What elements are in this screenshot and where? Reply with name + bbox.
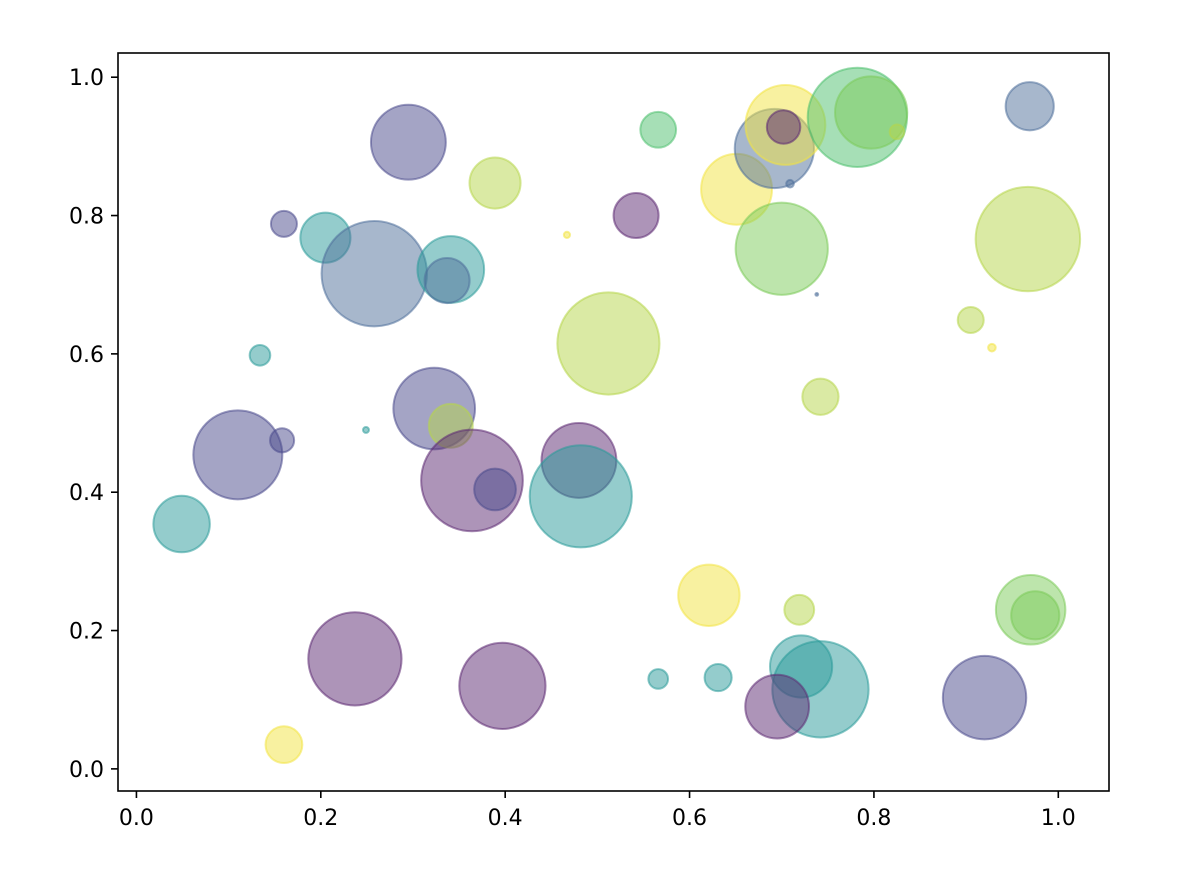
- scatter-point-36: [734, 201, 829, 296]
- scatter-point-19: [562, 230, 572, 240]
- x-tick-label-0: 0.0: [119, 806, 154, 831]
- scatter-point-6: [248, 343, 272, 367]
- scatter-point-38: [801, 377, 840, 416]
- y-tick-label-2: 0.4: [69, 481, 104, 506]
- x-axis: 0.0 0.2 0.4 0.6 0.8 1.0: [119, 791, 1076, 831]
- y-tick-label-3: 0.6: [69, 343, 104, 368]
- scatter-point-18: [556, 291, 661, 396]
- scatter-point-20: [612, 192, 660, 240]
- scatter-point-37: [814, 291, 820, 297]
- plot-frame: [117, 52, 1110, 792]
- scatter-point-10: [192, 409, 284, 501]
- y-tick-label-1: 0.2: [69, 620, 104, 645]
- scatter-point-27: [677, 563, 741, 627]
- scatter-point-15: [152, 494, 211, 554]
- y-tick-label-4: 0.8: [69, 205, 104, 230]
- scatter-point-7: [468, 156, 522, 210]
- scatter-point-49: [941, 654, 1028, 741]
- scatter-point-21: [639, 110, 678, 149]
- scatter-point-44: [974, 185, 1082, 293]
- x-tick-label-2: 0.4: [488, 806, 523, 831]
- x-tick-label-3: 0.6: [672, 806, 707, 831]
- x-tick-label-1: 0.2: [303, 806, 338, 831]
- scatter-point-12: [362, 426, 370, 434]
- scatter-point-32: [785, 178, 795, 189]
- scatter-point-22: [307, 611, 403, 707]
- scatter-point-43: [1004, 81, 1055, 132]
- scatter-point-42: [744, 673, 810, 740]
- scatter-point-48: [1010, 590, 1061, 641]
- scatter-point-23: [458, 641, 547, 730]
- scatter-point-31: [765, 109, 802, 145]
- y-axis: 0.0 0.2 0.4 0.6 0.8 1.0: [69, 66, 118, 783]
- scatter-point-26: [703, 663, 733, 693]
- scatter-point-0: [369, 103, 447, 181]
- x-tick-label-5: 1.0: [1041, 806, 1076, 831]
- bubble-layer: [152, 66, 1082, 765]
- scatter-point-39: [783, 593, 816, 626]
- scatter-point-11: [269, 427, 296, 454]
- scatter-point-46: [987, 342, 997, 353]
- scatter-point-5: [423, 257, 471, 305]
- scatter-point-24: [264, 725, 304, 765]
- y-tick-label-5: 1.0: [69, 66, 104, 91]
- scatter-point-3: [320, 219, 428, 328]
- scatter-point-25: [647, 668, 670, 690]
- scatter-point-14: [473, 467, 517, 512]
- y-tick-label-0: 0.0: [69, 758, 104, 783]
- scatter-point-17: [528, 444, 633, 549]
- scatter-point-35: [888, 123, 906, 141]
- scatter-point-1: [269, 209, 298, 238]
- scatter-point-45: [956, 305, 985, 334]
- x-tick-label-4: 0.8: [856, 806, 891, 831]
